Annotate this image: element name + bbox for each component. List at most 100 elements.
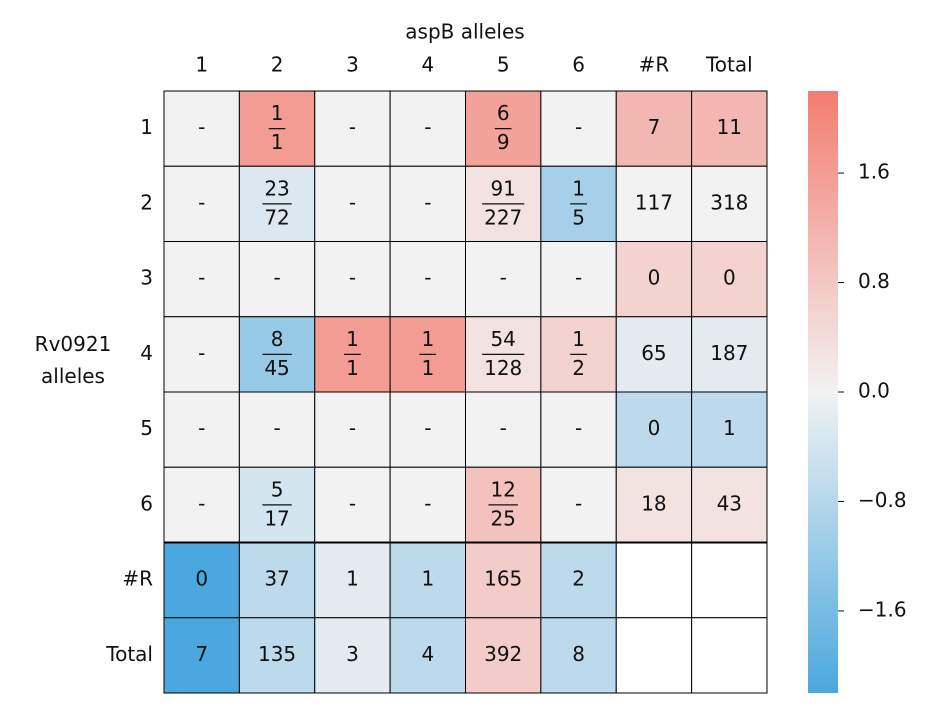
fraction-numerator: 91 <box>490 176 515 200</box>
fraction-denominator: 227 <box>484 205 522 229</box>
cell-label: 0 <box>648 266 661 290</box>
cell-label: - <box>273 416 280 440</box>
cell-label: - <box>198 115 205 139</box>
cell-label: - <box>424 491 431 515</box>
cell <box>615 165 693 242</box>
cell <box>238 241 316 318</box>
fraction-numerator: 1 <box>271 101 284 125</box>
cell-label: - <box>424 190 431 214</box>
fraction-denominator: 1 <box>346 356 359 380</box>
y-tick-label: Total <box>105 642 153 666</box>
empty-cell <box>691 617 768 694</box>
cell-label: - <box>424 266 431 290</box>
cell <box>540 466 617 543</box>
y-tick-label: 2 <box>140 190 153 214</box>
empty-cell <box>615 617 693 694</box>
chart-title: aspB alleles <box>405 20 524 44</box>
cell <box>691 241 768 318</box>
cell-label: 3 <box>346 642 359 666</box>
fraction-numerator: 5 <box>271 477 284 501</box>
cell-label: 117 <box>635 190 673 214</box>
cell-label: - <box>349 115 356 139</box>
cell-label: 0 <box>648 416 661 440</box>
fraction-denominator: 72 <box>264 205 289 229</box>
cell-label: - <box>198 341 205 365</box>
cell <box>163 617 240 694</box>
colorbar-tick-label: 0.0 <box>858 379 890 403</box>
cell-label: - <box>198 266 205 290</box>
cell-label: 65 <box>641 341 666 365</box>
cell-label: 187 <box>710 341 748 365</box>
y-tick-label: 5 <box>140 416 153 440</box>
cell-label: 7 <box>195 642 208 666</box>
cell <box>314 241 391 318</box>
cell <box>465 617 542 694</box>
x-tick-label: #R <box>639 53 670 77</box>
cell <box>540 391 617 468</box>
cell-label: - <box>273 266 280 290</box>
colorbar-tick-label: 0.8 <box>858 269 890 293</box>
cell-label: 318 <box>710 190 748 214</box>
fraction-numerator: 1 <box>421 327 434 351</box>
fraction-numerator: 54 <box>490 327 515 351</box>
fraction-denominator: 45 <box>264 356 289 380</box>
cell-label: - <box>575 416 582 440</box>
cell <box>389 617 466 694</box>
fraction-numerator: 8 <box>271 327 284 351</box>
y-tick-label: 3 <box>140 266 153 290</box>
fraction-denominator: 9 <box>497 130 510 154</box>
cell <box>163 241 240 318</box>
cell-label: 0 <box>195 567 208 591</box>
fraction-denominator: 128 <box>484 356 522 380</box>
cell-label: 165 <box>484 567 522 591</box>
cell <box>691 391 768 468</box>
cell-label: - <box>424 115 431 139</box>
cell-label: - <box>575 491 582 515</box>
fraction-numerator: 23 <box>264 176 289 200</box>
cell <box>389 165 466 242</box>
cell <box>314 617 391 694</box>
cell <box>540 90 617 167</box>
colorbar-tick-label: 1.6 <box>858 160 890 184</box>
fraction-numerator: 1 <box>572 327 585 351</box>
cell-label: 4 <box>421 642 434 666</box>
y-tick-label: 1 <box>140 115 153 139</box>
fraction-denominator: 1 <box>421 356 434 380</box>
colorbar-tick-label: −0.8 <box>858 488 907 512</box>
cell-label: - <box>349 491 356 515</box>
cell-label: 135 <box>258 642 296 666</box>
x-tick-label: 3 <box>346 53 359 77</box>
y-tick-label: 6 <box>140 491 153 515</box>
fraction-denominator: 5 <box>572 205 585 229</box>
empty-cell <box>691 542 768 619</box>
cell-label: - <box>198 416 205 440</box>
cell-label: 43 <box>717 491 742 515</box>
cell-label: - <box>500 266 507 290</box>
cell-label: 18 <box>641 491 666 515</box>
cell-label: 1 <box>421 567 434 591</box>
fraction-numerator: 12 <box>490 477 515 501</box>
cell <box>465 241 542 318</box>
cell-label: 2 <box>572 567 585 591</box>
cell <box>615 391 693 468</box>
cell-label: 1 <box>346 567 359 591</box>
cell-label: 11 <box>717 115 742 139</box>
cell <box>314 466 391 543</box>
x-tick-label: Total <box>705 53 753 77</box>
fraction-numerator: 1 <box>346 327 359 351</box>
fraction-numerator: 1 <box>572 176 585 200</box>
cell-label: - <box>349 266 356 290</box>
cell <box>163 90 240 167</box>
cell <box>389 241 466 318</box>
cell-label: 37 <box>264 567 289 591</box>
cell <box>389 466 466 543</box>
cell <box>615 90 693 167</box>
cell <box>163 391 240 468</box>
x-tick-label: 2 <box>271 53 284 77</box>
cell-label: - <box>424 416 431 440</box>
y-axis-label: Rv0921 alleles <box>34 332 112 388</box>
cell-label: 1 <box>723 416 736 440</box>
cell-label: - <box>349 190 356 214</box>
